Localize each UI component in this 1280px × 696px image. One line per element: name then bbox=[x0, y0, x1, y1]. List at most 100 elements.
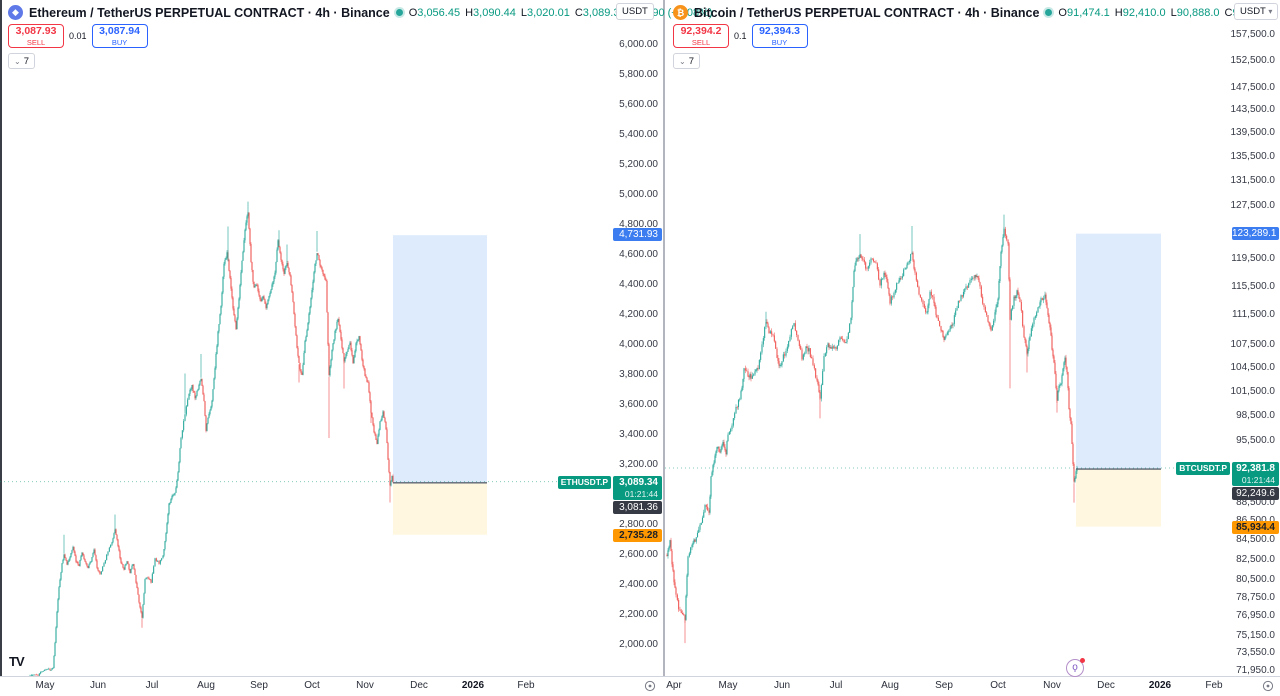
target-price-label: 123,289.1 bbox=[1232, 227, 1279, 240]
price-tick: 135,500.0 bbox=[1231, 151, 1276, 162]
price-tick: 73,550.0 bbox=[1236, 647, 1275, 658]
btc-symbol-title[interactable]: Bitcoin / TetherUS PERPETUAL CONTRACT · … bbox=[694, 6, 1039, 20]
btc-trade-buttons: 92,394.2 SELL 0.1 92,394.3 BUY bbox=[673, 24, 808, 48]
btc-chart-plot-area[interactable] bbox=[665, 0, 1231, 676]
price-tick: 5,000.00 bbox=[619, 189, 658, 200]
scroll-to-realtime-icon[interactable] bbox=[644, 680, 656, 692]
price-tick: 95,500.0 bbox=[1236, 435, 1275, 446]
price-tick: 4,200.00 bbox=[619, 309, 658, 320]
time-axis-label: Oct bbox=[304, 680, 320, 691]
scroll-to-realtime-icon[interactable] bbox=[1262, 680, 1274, 692]
price-tick: 82,500.0 bbox=[1236, 554, 1275, 565]
time-axis-label: May bbox=[36, 680, 55, 691]
time-axis-label: Feb bbox=[1205, 680, 1222, 691]
tradingview-logo[interactable]: TV bbox=[9, 654, 24, 669]
eth-trade-buttons: 3,087.93 SELL 0.01 3,087.94 BUY bbox=[8, 24, 148, 48]
sell-button[interactable]: 92,394.2 SELL bbox=[673, 24, 729, 48]
price-tick: 4,000.00 bbox=[619, 339, 658, 350]
symbol-label: BTCUSDT.P bbox=[1176, 462, 1230, 475]
price-tick: 84,500.0 bbox=[1236, 534, 1275, 545]
notification-dot bbox=[1080, 658, 1085, 663]
bitcoin-icon: ₿ bbox=[673, 5, 688, 20]
price-tick: 139,500.0 bbox=[1231, 127, 1276, 138]
time-axis-label: Sep bbox=[250, 680, 268, 691]
price-tick: 131,500.0 bbox=[1231, 175, 1276, 186]
ohlc-low: L90,888.0 bbox=[1171, 7, 1220, 19]
chevron-down-icon: ⌄ bbox=[679, 57, 686, 66]
last-price: 3,089.34 bbox=[613, 476, 658, 489]
ohlc-open: O91,474.1 bbox=[1058, 7, 1109, 19]
entry-price-label: 92,249.6 bbox=[1232, 487, 1279, 500]
eth-chart-plot-area[interactable] bbox=[0, 0, 612, 676]
ohlc-high: H3,090.44 bbox=[465, 7, 516, 19]
market-status-dot[interactable] bbox=[396, 9, 403, 16]
indicator-count: 7 bbox=[689, 56, 694, 67]
btc-indicators-collapse[interactable]: ⌄ 7 bbox=[673, 53, 700, 69]
time-axis-label: Aug bbox=[881, 680, 899, 691]
eth-ohlc-values: O3,056.45 H3,090.44 L3,020.01 C3,089.34 … bbox=[409, 7, 713, 19]
bar-countdown: 01:21:44 bbox=[1232, 475, 1275, 485]
spread-value: 0.1 bbox=[734, 31, 747, 41]
market-status-dot[interactable] bbox=[1045, 9, 1052, 16]
time-axis-label: May bbox=[719, 680, 738, 691]
buy-button[interactable]: 3,087.94 BUY bbox=[92, 24, 148, 48]
price-tick: 111,500.0 bbox=[1232, 309, 1275, 320]
time-axis-label: Jul bbox=[830, 680, 843, 691]
time-axis-label: Nov bbox=[1043, 680, 1061, 691]
spread-value: 0.01 bbox=[69, 31, 87, 41]
bar-countdown: 01:21:44 bbox=[613, 489, 658, 499]
price-tick: 2,200.00 bbox=[619, 609, 658, 620]
time-axis-label: 2026 bbox=[462, 680, 484, 691]
eth-indicators-collapse[interactable]: ⌄ 7 bbox=[8, 53, 35, 69]
sell-button[interactable]: 3,087.93 SELL bbox=[8, 24, 64, 48]
price-tick: 115,500.0 bbox=[1231, 281, 1275, 292]
symbol-label: ETHUSDT.P bbox=[558, 476, 611, 489]
price-tick: 3,600.00 bbox=[619, 399, 658, 410]
time-axis-label: Feb bbox=[517, 680, 534, 691]
time-axis-label: Oct bbox=[990, 680, 1006, 691]
price-tick: 2,400.00 bbox=[619, 579, 658, 590]
buy-button[interactable]: 92,394.3 BUY bbox=[752, 24, 808, 48]
pane-divider[interactable] bbox=[663, 0, 665, 695]
price-tick: 3,400.00 bbox=[619, 429, 658, 440]
ohlc-open: O3,056.45 bbox=[409, 7, 460, 19]
time-axis-label: Apr bbox=[666, 680, 682, 691]
price-tick: 127,500.0 bbox=[1231, 200, 1276, 211]
eth-currency-button[interactable]: USDT bbox=[616, 3, 654, 20]
price-tick: 2,600.00 bbox=[619, 549, 658, 560]
ohlc-high: H92,410.0 bbox=[1115, 7, 1166, 19]
btc-currency-button[interactable]: USDT ▾ bbox=[1234, 3, 1278, 20]
time-axis-label: Dec bbox=[1097, 680, 1115, 691]
time-axis-label: Sep bbox=[935, 680, 953, 691]
time-axis-label: Aug bbox=[197, 680, 215, 691]
price-tick: 4,400.00 bbox=[619, 279, 658, 290]
entry-price-label: 3,081.36 bbox=[613, 501, 662, 514]
chevron-down-icon: ▾ bbox=[1268, 7, 1272, 16]
candlestick-chart[interactable] bbox=[0, 0, 612, 676]
ethereum-icon: ◆ bbox=[8, 5, 23, 20]
price-tick: 147,500.0 bbox=[1231, 82, 1276, 93]
eth-symbol-title[interactable]: Ethereum / TetherUS PERPETUAL CONTRACT ·… bbox=[29, 6, 390, 20]
time-axis-label: Jul bbox=[146, 680, 159, 691]
price-tick: 119,500.0 bbox=[1231, 253, 1275, 264]
price-tick: 5,400.00 bbox=[619, 129, 658, 140]
ohlc-low: L3,020.01 bbox=[521, 7, 570, 19]
price-tick: 5,600.00 bbox=[619, 99, 658, 110]
events-lightning-button[interactable]: ϙ bbox=[1066, 659, 1084, 677]
price-tick: 143,500.0 bbox=[1231, 104, 1276, 115]
price-tick: 76,950.0 bbox=[1236, 610, 1275, 621]
price-tick: 152,500.0 bbox=[1231, 55, 1276, 66]
time-axis-label: Dec bbox=[410, 680, 428, 691]
price-tick: 5,800.00 bbox=[619, 69, 658, 80]
target-price-label: 4,731.93 bbox=[613, 228, 662, 241]
price-tick: 107,500.0 bbox=[1231, 339, 1276, 350]
price-tick: 3,200.00 bbox=[619, 459, 658, 470]
eth-chart-legend: ◆ Ethereum / TetherUS PERPETUAL CONTRACT… bbox=[8, 5, 713, 20]
last-price: 92,381.8 bbox=[1232, 462, 1275, 475]
candlestick-chart[interactable] bbox=[665, 0, 1231, 676]
